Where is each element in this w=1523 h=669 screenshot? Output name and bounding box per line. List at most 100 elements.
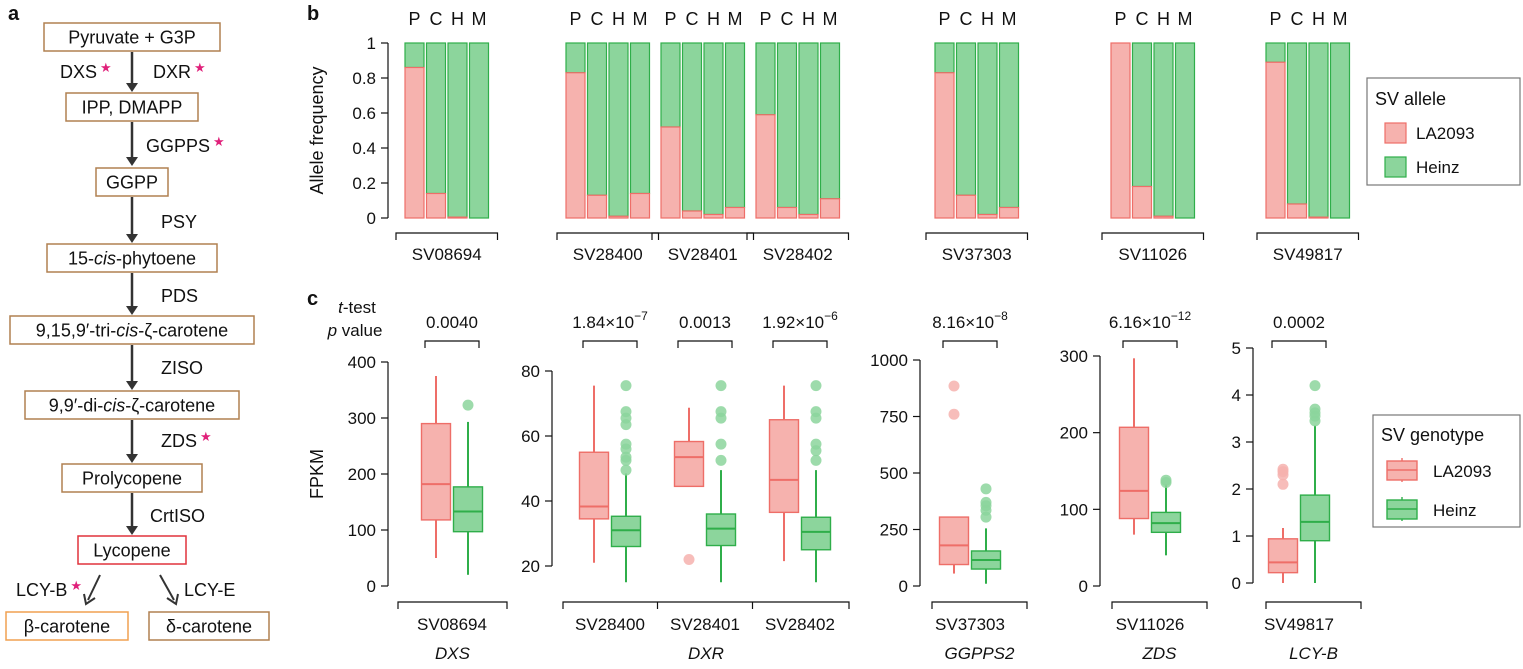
x-bracket	[397, 601, 508, 609]
bar-la2093	[703, 213, 724, 219]
outlier-heinz	[1160, 474, 1172, 486]
bar-group-sv37303: P C H M SV37303	[925, 9, 1029, 264]
node-label-part: δ-carotene	[166, 617, 252, 637]
y-tick-label: 2	[1232, 480, 1241, 499]
node-label-dcarotene: δ-carotene	[166, 617, 252, 637]
y-tick-label: 750	[880, 408, 908, 427]
population-label: H	[1312, 9, 1325, 29]
arrow-down-icon	[126, 526, 138, 535]
y-tick-label: 0.4	[352, 139, 376, 158]
sv-label: SV28400	[575, 615, 645, 634]
bar-group-sv11026: P C H M SV11026	[1101, 9, 1205, 264]
sv-label: SV08694	[417, 615, 487, 634]
legend-label-la2093: LA2093	[1433, 462, 1492, 481]
y-tick-label: 0	[367, 209, 376, 228]
bar-heinz	[1265, 42, 1286, 63]
enzyme-label-psy: PSY	[161, 212, 197, 232]
node-box-phytoene	[46, 243, 218, 273]
population-label: H	[612, 9, 625, 29]
population-label: M	[472, 9, 487, 29]
node-box-prolycopene	[61, 463, 203, 493]
node-label-prolycopene: Prolycopene	[82, 469, 182, 489]
outlier-heinz	[810, 380, 822, 392]
p-value: 0.0040	[426, 313, 478, 332]
sv-label: SV11026	[1118, 245, 1187, 264]
sv-label: SV49817	[1264, 615, 1334, 634]
star-icon: ★	[194, 60, 206, 75]
y-tick-label: 20	[521, 557, 540, 576]
node-label-part: cis	[116, 321, 138, 341]
outlier-la2093	[948, 380, 960, 392]
y-tick-label: 400	[348, 353, 376, 372]
y-tick-label: 200	[1060, 424, 1088, 443]
bar-la2093	[1131, 185, 1153, 219]
x-bracket	[1265, 601, 1362, 609]
bar-heinz	[819, 42, 841, 200]
group-bracket	[925, 232, 1029, 240]
outlier-heinz	[715, 380, 727, 392]
box-heinz	[610, 515, 642, 548]
y-tick-label: 250	[880, 521, 908, 540]
bar-heinz	[977, 42, 998, 216]
bar-la2093	[447, 216, 468, 219]
box-la2093	[578, 451, 610, 520]
bar-heinz	[1153, 42, 1174, 217]
population-label: M	[728, 9, 743, 29]
enzyme-label-dxr: DXR ★	[153, 60, 206, 82]
p-value-base: 1.84×10	[572, 313, 634, 332]
y-tick-label: 100	[1060, 500, 1088, 519]
y-tick-label: 3	[1232, 433, 1241, 452]
bar-group-sv28401: P C H M SV28401	[651, 9, 755, 264]
population-label: C	[960, 9, 973, 29]
boxplot-sv11026: SV11026 6.16×10−12	[1109, 309, 1192, 634]
arrow-shaft	[159, 574, 175, 601]
y-axis-title: Allele frequency	[307, 66, 327, 194]
enzyme-name: GGPPS	[146, 136, 210, 156]
outlier-la2093	[1277, 478, 1289, 490]
enzyme-name: ZDS	[161, 431, 197, 451]
box-la2093	[768, 419, 800, 514]
enzyme-label-crtiso: CrtISO	[150, 506, 205, 526]
bar-group-sv49817: P C H M SV49817	[1256, 9, 1360, 264]
node-box-bcarotene	[5, 611, 129, 641]
boxplot-sv08694: SV08694 0.0040	[417, 313, 487, 634]
x-bracket	[1111, 601, 1208, 609]
p-value-exponent: −6	[824, 309, 838, 323]
box-la2093	[420, 422, 452, 521]
outlier-heinz	[810, 454, 822, 466]
y-tick-label: 40	[521, 492, 540, 511]
population-label: H	[451, 9, 464, 29]
y-axis-title: FPKM	[307, 449, 327, 499]
p-value: 0.0002	[1273, 313, 1325, 332]
arrow-down-icon	[126, 454, 138, 463]
outlier-heinz	[810, 438, 822, 450]
y-tick-label: 0.6	[352, 104, 376, 123]
p-value: 1.84×10−7	[572, 309, 648, 332]
population-label: M	[1333, 9, 1348, 29]
outlier-heinz	[620, 464, 632, 476]
outlier-heinz	[462, 399, 474, 411]
population-label: P	[759, 9, 771, 29]
y-tick-label: 0	[899, 577, 908, 596]
bar-la2093	[998, 206, 1020, 219]
bar-heinz	[1131, 42, 1153, 188]
enzyme-name: DXR	[153, 62, 191, 82]
node-label-ipp: IPP, DMAPP	[82, 98, 183, 118]
node-label-part: Prolycopene	[82, 469, 182, 489]
t-test-label-italic: t	[338, 298, 344, 317]
bar-la2093	[798, 213, 819, 219]
legend-label-heinz: Heinz	[1416, 158, 1459, 177]
p-value-bracket	[1271, 340, 1327, 348]
boxplot-sv28400: SV28400 1.84×10−7	[572, 309, 648, 634]
boxplot-panel-zds: 0 100 200 300 ZDS SV11026 6.16×10−12	[1060, 309, 1208, 663]
p-value-bracket	[677, 340, 733, 348]
x-bracket	[562, 601, 850, 609]
y-tick-label: 200	[348, 465, 376, 484]
bar-la2093	[681, 210, 703, 219]
bar-heinz	[425, 42, 447, 195]
enzyme-name: ZISO	[161, 358, 203, 378]
enzyme-name: LCY-B	[16, 580, 67, 600]
enzyme-name: LCY-E	[184, 580, 235, 600]
node-box-dcarotene	[148, 611, 270, 641]
population-label: P	[664, 9, 676, 29]
